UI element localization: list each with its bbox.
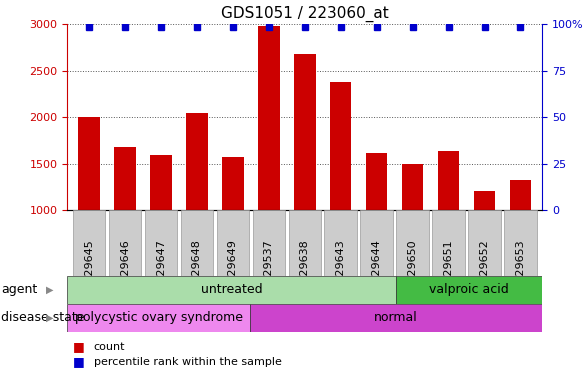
Bar bbox=[109, 210, 141, 276]
Bar bbox=[473, 191, 495, 210]
Bar bbox=[294, 54, 315, 210]
Text: GSM29653: GSM29653 bbox=[516, 240, 526, 300]
Bar bbox=[510, 180, 532, 210]
Bar bbox=[73, 210, 105, 276]
Text: GSM29650: GSM29650 bbox=[408, 240, 418, 300]
Bar bbox=[366, 153, 387, 210]
Text: GSM29647: GSM29647 bbox=[156, 240, 166, 300]
Bar bbox=[114, 147, 136, 210]
Bar bbox=[67, 304, 250, 332]
Text: GSM29651: GSM29651 bbox=[444, 240, 454, 300]
Bar bbox=[150, 155, 172, 210]
Text: disease state: disease state bbox=[1, 311, 84, 324]
Text: percentile rank within the sample: percentile rank within the sample bbox=[94, 357, 282, 367]
Text: polycystic ovary syndrome: polycystic ovary syndrome bbox=[74, 311, 243, 324]
Bar bbox=[396, 210, 429, 276]
Bar bbox=[468, 210, 500, 276]
Bar bbox=[288, 210, 321, 276]
Bar bbox=[222, 157, 244, 210]
Bar bbox=[145, 210, 177, 276]
Text: GSM29649: GSM29649 bbox=[228, 240, 238, 300]
Text: normal: normal bbox=[374, 311, 418, 324]
Bar bbox=[438, 151, 459, 210]
Text: GSM29652: GSM29652 bbox=[479, 240, 489, 300]
Text: untreated: untreated bbox=[201, 283, 263, 296]
Bar bbox=[78, 117, 100, 210]
Text: GSM29648: GSM29648 bbox=[192, 240, 202, 300]
Bar bbox=[250, 304, 542, 332]
Bar bbox=[186, 112, 207, 210]
Text: ▶: ▶ bbox=[46, 313, 54, 323]
Bar bbox=[505, 210, 537, 276]
Bar bbox=[258, 26, 280, 210]
Bar bbox=[402, 164, 424, 210]
Bar bbox=[396, 276, 542, 304]
Bar bbox=[180, 210, 213, 276]
Bar bbox=[217, 210, 249, 276]
Text: agent: agent bbox=[1, 283, 38, 296]
Bar bbox=[432, 210, 465, 276]
Text: count: count bbox=[94, 342, 125, 352]
Text: GSM29643: GSM29643 bbox=[336, 240, 346, 300]
Bar bbox=[325, 210, 357, 276]
Text: ▶: ▶ bbox=[46, 285, 54, 295]
Text: ■: ■ bbox=[73, 356, 85, 368]
Text: valproic acid: valproic acid bbox=[429, 283, 509, 296]
Text: GSM29537: GSM29537 bbox=[264, 240, 274, 300]
Title: GDS1051 / 223060_at: GDS1051 / 223060_at bbox=[221, 5, 389, 22]
Text: GSM29638: GSM29638 bbox=[299, 240, 310, 300]
Text: GSM29646: GSM29646 bbox=[120, 240, 130, 300]
Text: GSM29644: GSM29644 bbox=[372, 240, 381, 300]
Bar bbox=[330, 82, 352, 210]
Bar bbox=[67, 276, 396, 304]
Text: ■: ■ bbox=[73, 340, 85, 353]
Bar bbox=[253, 210, 285, 276]
Bar bbox=[360, 210, 393, 276]
Text: GSM29645: GSM29645 bbox=[84, 240, 94, 300]
